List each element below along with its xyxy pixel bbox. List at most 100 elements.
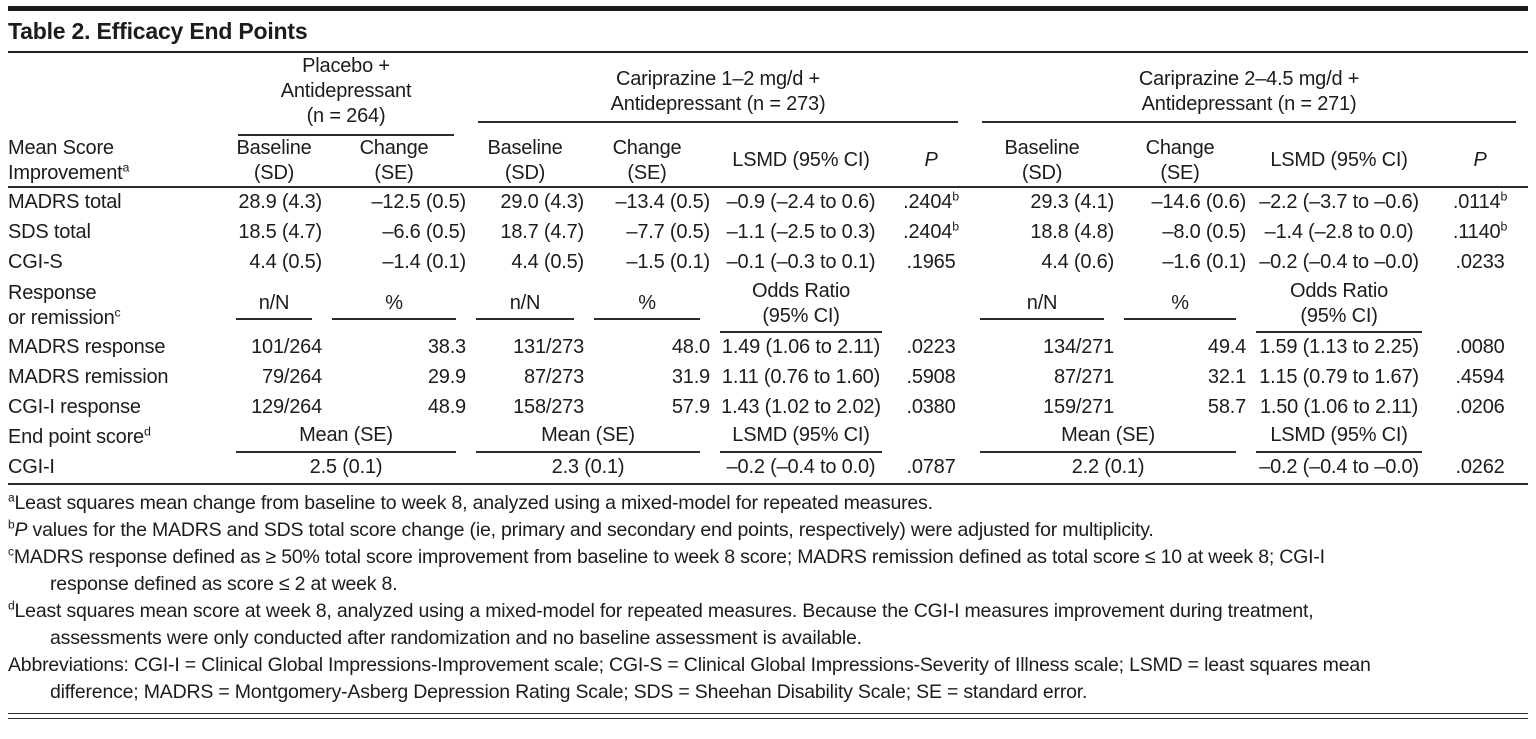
- sub-header-label: n/N: [980, 291, 1105, 321]
- group-header-label: Cariprazine 1–2 mg/d + Antidepressant (n …: [478, 67, 959, 123]
- group-header: Placebo + Antidepressant (n = 264): [226, 54, 466, 136]
- sub-header: Mean (SE): [226, 423, 466, 453]
- sub-header-label: Mean (SE): [236, 423, 456, 453]
- table-cell: –12.5 (0.5): [371, 190, 466, 213]
- group-header-label: Placebo + Antidepressant (n = 264): [238, 54, 454, 136]
- sub-header: n/N: [226, 279, 322, 333]
- sub-header: n/N: [970, 279, 1114, 333]
- table-title: Table 2. Efficacy End Points: [8, 18, 308, 44]
- footnote: dLeast squares mean score at week 8, ana…: [8, 598, 1314, 649]
- sub-header-label: %: [594, 291, 700, 321]
- table-cell: –0.1 (–0.3 to 0.1): [726, 251, 876, 274]
- table-cell: .1140b: [1452, 219, 1508, 244]
- sub-header-label: Mean (SE): [980, 423, 1237, 453]
- table-cell: –1.4 (–2.8 to 0.0): [1264, 221, 1414, 244]
- table-cell: .0233: [1455, 251, 1505, 274]
- footnote: cMADRS response defined as ≥ 50% total s…: [8, 544, 1325, 595]
- table-cell: 134/271: [1043, 335, 1115, 358]
- table-cell: 29.0 (4.3): [500, 190, 584, 213]
- sub-header-label: %: [1124, 291, 1237, 321]
- sub-header: Odds Ratio (95% CI): [710, 279, 892, 333]
- table-cell: 1.49 (1.06 to 2.11): [721, 335, 881, 358]
- table-cell: .0380: [906, 396, 956, 419]
- row-label: CGI-S: [8, 251, 63, 274]
- sub-header: %: [322, 279, 466, 333]
- table-cell: 48.0: [671, 335, 710, 358]
- table-cell: .4594: [1455, 366, 1505, 389]
- table-cell: 29.3 (4.1): [1030, 190, 1115, 213]
- sub-header-label: Odds Ratio (95% CI): [1256, 279, 1423, 333]
- table-cell: –1.6 (0.1): [1162, 251, 1247, 274]
- table-cell: 1.59 (1.13 to 2.25): [1259, 335, 1419, 358]
- top-rule: [8, 6, 1528, 11]
- table-cell: .0206: [1455, 396, 1505, 419]
- sub-header: %: [1114, 279, 1246, 333]
- table-cell: –8.0 (0.5): [1162, 221, 1247, 244]
- sub-header-label: Mean (SE): [476, 423, 700, 453]
- sub-header-label: %: [332, 291, 456, 321]
- table-cell: 1.43 (1.02 to 2.02): [721, 396, 881, 419]
- sub-header-label: n/N: [236, 291, 312, 321]
- table-cell: .0114b: [1452, 189, 1508, 213]
- table-cell: 2.2 (0.1): [970, 452, 1247, 485]
- sub-header: LSMD (95% CI): [1246, 423, 1432, 453]
- table-cell: –7.7 (0.5): [626, 221, 710, 244]
- table-cell: 87/271: [1054, 366, 1115, 389]
- title-rule: [8, 51, 1528, 53]
- bottom-rule: [8, 712, 1528, 719]
- table-cell: –0.2 (–0.4 to –0.0): [1246, 452, 1433, 485]
- footnotes: aLeast squares mean change from baseline…: [8, 490, 1528, 706]
- footnote: aLeast squares mean change from baseline…: [8, 490, 933, 514]
- column-header: P: [892, 135, 971, 188]
- sub-header: Mean (SE): [970, 423, 1246, 453]
- table-cell: 32.1: [1207, 366, 1247, 389]
- column-header: Baseline (SD): [970, 135, 1115, 188]
- table-cell: 29.9: [427, 366, 466, 389]
- column-header: Change (SE): [322, 135, 466, 188]
- table-cell: 28.9 (4.3): [238, 190, 322, 213]
- sub-header-label: LSMD (95% CI): [720, 423, 882, 453]
- footnote: Abbreviations: CGI-I = Clinical Global I…: [8, 653, 1371, 703]
- stub-spacer: [8, 54, 226, 136]
- sub-header: n/N: [466, 279, 584, 333]
- row-label: MADRS total: [8, 190, 122, 213]
- sub-header: LSMD (95% CI): [710, 423, 892, 453]
- table-cell: 1.15 (0.79 to 1.67): [1259, 366, 1419, 389]
- table-cell: 18.5 (4.7): [238, 221, 322, 244]
- table-cell: 18.8 (4.8): [1030, 221, 1115, 244]
- table-cell: 131/273: [513, 335, 584, 358]
- row-label: CGI-I: [8, 452, 226, 485]
- sub-header-label: Odds Ratio (95% CI): [720, 279, 882, 333]
- table-cell: –0.2 (–0.4 to –0.0): [1259, 251, 1419, 274]
- table-cell: .2404b: [903, 189, 959, 213]
- table-cell: 159/271: [1043, 396, 1115, 419]
- section-stub: End point scored: [8, 424, 151, 449]
- row-label: MADRS response: [8, 335, 166, 358]
- table-cell: 1.11 (0.76 to 1.60): [721, 366, 881, 389]
- sub-header: [1432, 279, 1528, 333]
- table-cell: 2.5 (0.1): [226, 452, 466, 485]
- table-cell: –0.2 (–0.4 to 0.0): [710, 452, 892, 485]
- table-cell: 158/273: [513, 396, 584, 419]
- sub-header: [892, 423, 970, 452]
- table-cell: .1965: [906, 251, 956, 274]
- table-cell: .0080: [1455, 335, 1505, 358]
- table-cell: .0787: [892, 452, 971, 485]
- table-cell: 79/264: [262, 366, 322, 389]
- table-cell: 1.50 (1.06 to 2.11): [1259, 396, 1419, 419]
- column-header: LSMD (95% CI): [710, 135, 892, 188]
- table-cell: 4.4 (0.5): [249, 251, 322, 274]
- row-label: CGI-I response: [8, 396, 141, 419]
- table-cell: .2404b: [903, 219, 959, 244]
- column-header: Baseline (SD): [466, 135, 584, 188]
- table-cell: 31.9: [671, 366, 710, 389]
- table-cell: .5908: [906, 366, 956, 389]
- efficacy-table: Placebo + Antidepressant (n = 264) Caripraz…: [8, 54, 1529, 485]
- table-cell: –13.4 (0.5): [615, 190, 710, 213]
- column-header: LSMD (95% CI): [1246, 135, 1433, 188]
- table-cell: 57.9: [671, 396, 710, 419]
- table-cell: –2.2 (–3.7 to –0.6): [1259, 190, 1419, 213]
- column-header: Change (SE): [584, 135, 710, 188]
- table-cell: 58.7: [1207, 396, 1247, 419]
- table-cell: .0223: [906, 335, 956, 358]
